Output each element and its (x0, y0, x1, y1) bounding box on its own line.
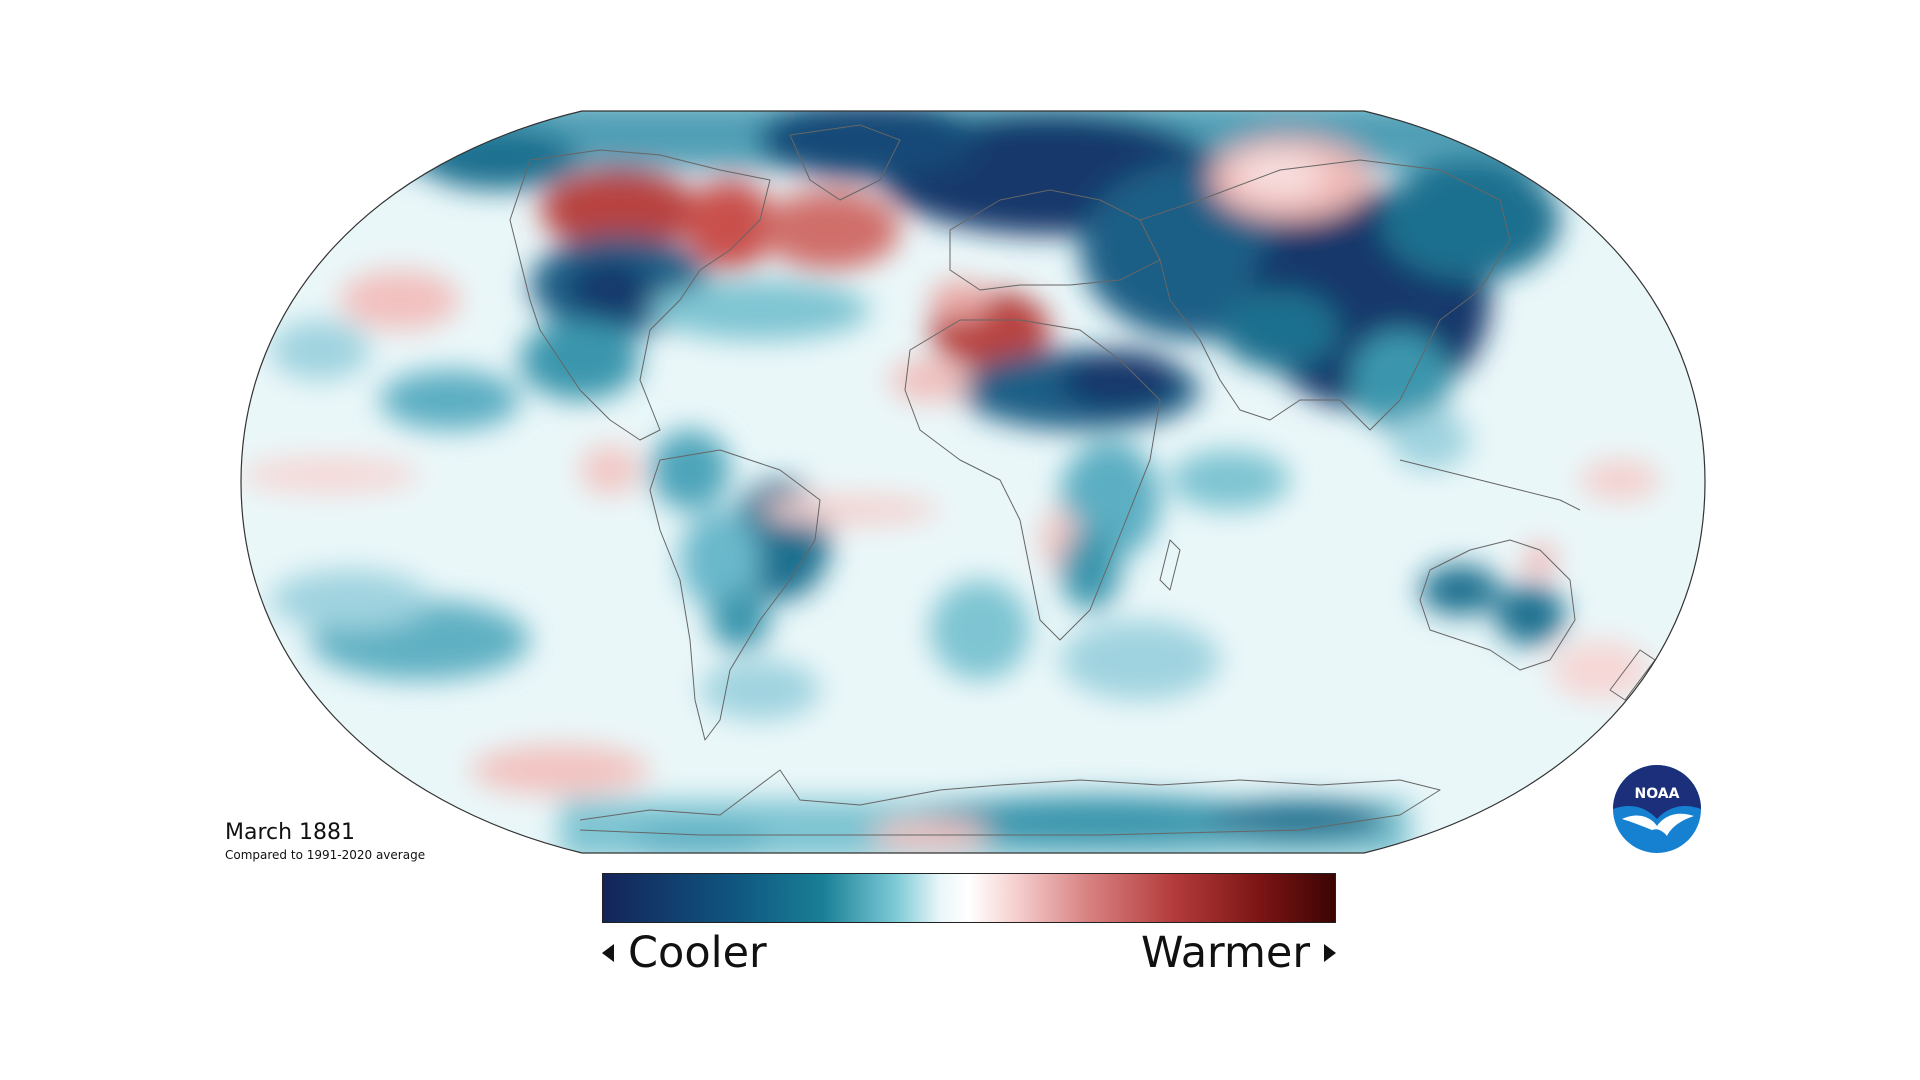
right-arrow-icon (1324, 944, 1336, 962)
left-arrow-icon (602, 944, 614, 962)
anomaly-field (241, 111, 1705, 853)
map-date-label: March 1881 (225, 820, 356, 845)
warmer-legend: Warmer (1141, 928, 1336, 978)
europe-coast (949, 189, 1161, 291)
noaa-logo-icon: NOAA (1613, 765, 1701, 853)
map-comparison-label: Compared to 1991-2020 average (225, 848, 426, 862)
coastlines (509, 124, 1656, 836)
south-america-coast (649, 449, 821, 741)
new-zealand-coast (1609, 649, 1656, 701)
asia-coast (1139, 159, 1511, 431)
madagascar-coast (1159, 539, 1181, 591)
colorbar (602, 873, 1336, 923)
north-america-coast (509, 149, 771, 441)
australia-coast (1419, 539, 1576, 671)
greenland-coast (789, 124, 901, 201)
antarctica-coast (579, 769, 1441, 836)
indonesia-coast (1399, 459, 1581, 511)
cooler-legend: Cooler (602, 928, 767, 978)
cooler-label: Cooler (628, 928, 767, 978)
africa-coast (904, 319, 1161, 641)
globe-outline (240, 110, 1706, 854)
logo-text: NOAA (1635, 786, 1680, 802)
warmer-label: Warmer (1140, 928, 1310, 978)
